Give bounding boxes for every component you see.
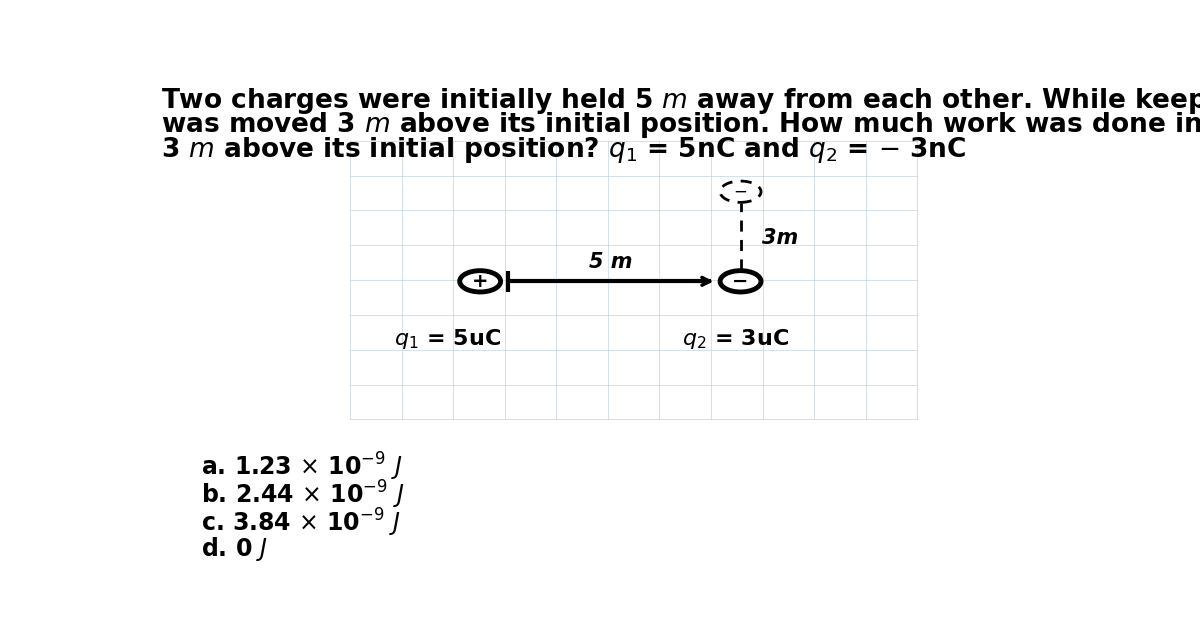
Text: a. 1.23 $\times$ 10$^{-9}$ $J$: a. 1.23 $\times$ 10$^{-9}$ $J$ xyxy=(202,451,402,483)
Text: d. 0 $J$: d. 0 $J$ xyxy=(202,535,269,563)
Text: −: − xyxy=(732,272,749,291)
Text: −: − xyxy=(733,182,748,201)
Text: c. 3.84 $\times$ 10$^{-9}$ $J$: c. 3.84 $\times$ 10$^{-9}$ $J$ xyxy=(202,507,401,539)
Circle shape xyxy=(460,270,500,292)
Text: 3 $m$ above its initial position? $q_1$ = 5nC and $q_2$ = $-$ 3nC: 3 $m$ above its initial position? $q_1$ … xyxy=(161,135,966,165)
Text: +: + xyxy=(472,272,488,291)
Circle shape xyxy=(720,270,761,292)
Text: b. 2.44 $\times$ 10$^{-9}$ $J$: b. 2.44 $\times$ 10$^{-9}$ $J$ xyxy=(202,479,404,511)
Text: $q_1$ = 5uC: $q_1$ = 5uC xyxy=(394,328,502,352)
Text: $q_2$ = 3uC: $q_2$ = 3uC xyxy=(683,328,790,352)
Text: was moved 3 $m$ above its initial position. How much work was done in moving the: was moved 3 $m$ above its initial positi… xyxy=(161,110,1200,140)
Text: 3m: 3m xyxy=(762,228,798,248)
Text: Two charges were initially held 5 $m$ away from each other. While keeping $q_1$ : Two charges were initially held 5 $m$ aw… xyxy=(161,86,1200,116)
Text: 5 m: 5 m xyxy=(589,252,632,272)
